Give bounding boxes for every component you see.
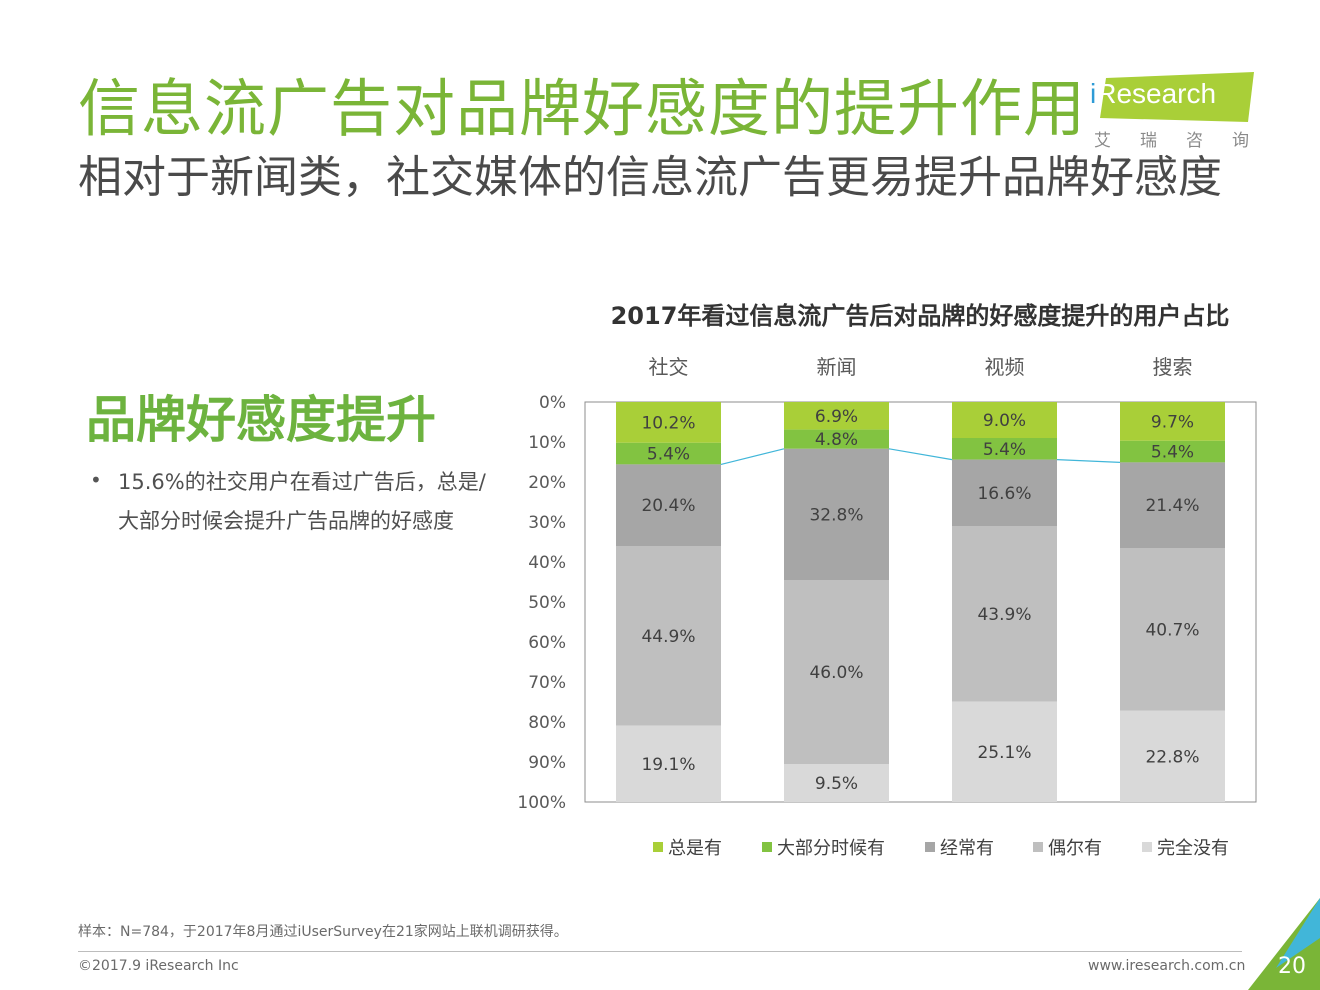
- legend-swatch: [762, 842, 772, 852]
- legend-swatch: [1033, 842, 1043, 852]
- category-label: 社交: [649, 355, 689, 379]
- bar-segment: [952, 526, 1057, 702]
- data-label: 40.7%: [1145, 620, 1199, 640]
- bar-segment: [616, 725, 721, 802]
- bar-segment: [952, 459, 1057, 526]
- legend-swatch: [653, 842, 663, 852]
- bullet-dot: •: [90, 468, 102, 492]
- bar-segment: [616, 402, 721, 443]
- data-label: 43.9%: [977, 605, 1031, 625]
- logo-wordmark: iResearch: [1090, 78, 1216, 110]
- data-label: 16.6%: [977, 484, 1031, 504]
- logo-plate: [1100, 72, 1254, 122]
- bar-segment: [952, 402, 1057, 438]
- connector-line: [720, 448, 785, 465]
- corner-decoration: [1248, 898, 1320, 990]
- bar-segment: [952, 438, 1057, 460]
- bar-segment: [784, 764, 889, 802]
- logo-name: Research: [1096, 78, 1217, 109]
- data-labels: 10.2% 5.4% 20.4% 44.9% 19.1% 6.9% 4.8% 32.8% 46.…: [641, 407, 1199, 794]
- bar-segment: [784, 402, 889, 430]
- stacked-bar-chart: 0% 10% 20% 30% 40% 50% 60% 70% 80% 90% 100% 社交 新闻 视频…: [517, 355, 1257, 859]
- bar-segment: [1120, 402, 1225, 441]
- y-tick-label: 0%: [539, 393, 566, 413]
- category-axis: 社交 新闻 视频 搜索: [649, 355, 1193, 379]
- chart-title: 2017年看过信息流广告后对品牌的好感度提升的用户占比: [610, 302, 1230, 330]
- page-title: 信息流广告对品牌好感度的提升作用: [78, 72, 1087, 145]
- bar-segment: [616, 464, 721, 546]
- sample-footnote: 样本：N=784，于2017年8月通过iUserSurvey在21家网站上联机调…: [78, 924, 568, 940]
- y-tick-label: 80%: [528, 713, 566, 733]
- bars: [616, 402, 1225, 802]
- data-label: 9.5%: [815, 774, 858, 794]
- legend-label: 完全没有: [1157, 838, 1229, 859]
- bar-segment: [616, 442, 721, 465]
- site-url: www.iresearch.com.cn: [1088, 958, 1246, 974]
- data-label: 9.7%: [1151, 412, 1194, 432]
- y-tick-label: 100%: [517, 793, 566, 813]
- y-tick-label: 90%: [528, 753, 566, 773]
- data-label: 6.9%: [815, 407, 858, 427]
- data-label: 9.0%: [983, 411, 1026, 431]
- bar-segment: [616, 546, 721, 726]
- side-heading: 品牌好感度提升: [86, 391, 436, 449]
- category-label: 新闻: [817, 355, 857, 379]
- category-label: 视频: [985, 355, 1025, 379]
- legend-label: 经常有: [940, 838, 994, 859]
- y-tick-label: 50%: [528, 593, 566, 613]
- data-label: 46.0%: [809, 663, 863, 683]
- bar-segment: [1120, 710, 1225, 802]
- copyright: ©2017.9 iResearch Inc: [78, 958, 239, 974]
- bar-segment: [784, 448, 889, 580]
- data-label: 10.2%: [641, 413, 695, 433]
- bar-segment: [1120, 462, 1225, 548]
- iresearch-logo: iResearch 艾瑞咨询: [1090, 70, 1260, 154]
- bar-segment: [784, 580, 889, 764]
- y-tick-label: 30%: [528, 513, 566, 533]
- data-label: 22.8%: [1145, 747, 1199, 767]
- page-subtitle: 相对于新闻类，社交媒体的信息流广告更易提升品牌好感度: [78, 152, 1222, 203]
- y-tick-label: 40%: [528, 553, 566, 573]
- y-tick-label: 10%: [528, 433, 566, 453]
- data-label: 44.9%: [641, 627, 695, 647]
- bullet-text-line-2: 大部分时候会提升广告品牌的好感度: [118, 509, 454, 533]
- bullet-text-line-1: 15.6%的社交用户在看过广告后，总是/: [118, 470, 486, 494]
- plot-frame: [584, 401, 1257, 803]
- data-label: 32.8%: [809, 505, 863, 525]
- logo-chinese-name: 艾瑞咨询: [1094, 131, 1278, 151]
- data-label: 19.1%: [641, 755, 695, 775]
- legend-swatch: [925, 842, 935, 852]
- data-label: 5.4%: [1151, 443, 1194, 463]
- legend-label: 大部分时候有: [777, 838, 885, 859]
- data-label: 21.4%: [1145, 496, 1199, 516]
- legend-swatch: [1142, 842, 1152, 852]
- logo-i: i: [1090, 78, 1097, 109]
- page-number: 20: [1278, 954, 1306, 979]
- y-tick-label: 20%: [528, 473, 566, 493]
- bar-segment: [1120, 548, 1225, 711]
- footer-divider: [78, 951, 1242, 952]
- y-tick-label: 70%: [528, 673, 566, 693]
- data-label: 20.4%: [641, 496, 695, 516]
- data-label: 5.4%: [983, 440, 1026, 460]
- legend: 总是有 大部分时候有 经常有 偶尔有 完全没有: [653, 838, 1229, 859]
- connector-line: [1056, 459, 1121, 463]
- y-tick-label: 60%: [528, 633, 566, 653]
- legend-label: 总是有: [668, 838, 722, 859]
- data-label: 25.1%: [977, 743, 1031, 763]
- y-axis: 0% 10% 20% 30% 40% 50% 60% 70% 80% 90% 100%: [517, 393, 566, 813]
- bar-segment: [952, 701, 1057, 802]
- trend-line: [720, 448, 1121, 465]
- category-label: 搜索: [1153, 355, 1193, 379]
- connector-line: [888, 448, 953, 461]
- bar-segment: [784, 429, 889, 449]
- bar-segment: [1120, 440, 1225, 463]
- data-label: 4.8%: [815, 430, 858, 450]
- data-label: 5.4%: [647, 445, 690, 465]
- legend-label: 偶尔有: [1048, 838, 1102, 859]
